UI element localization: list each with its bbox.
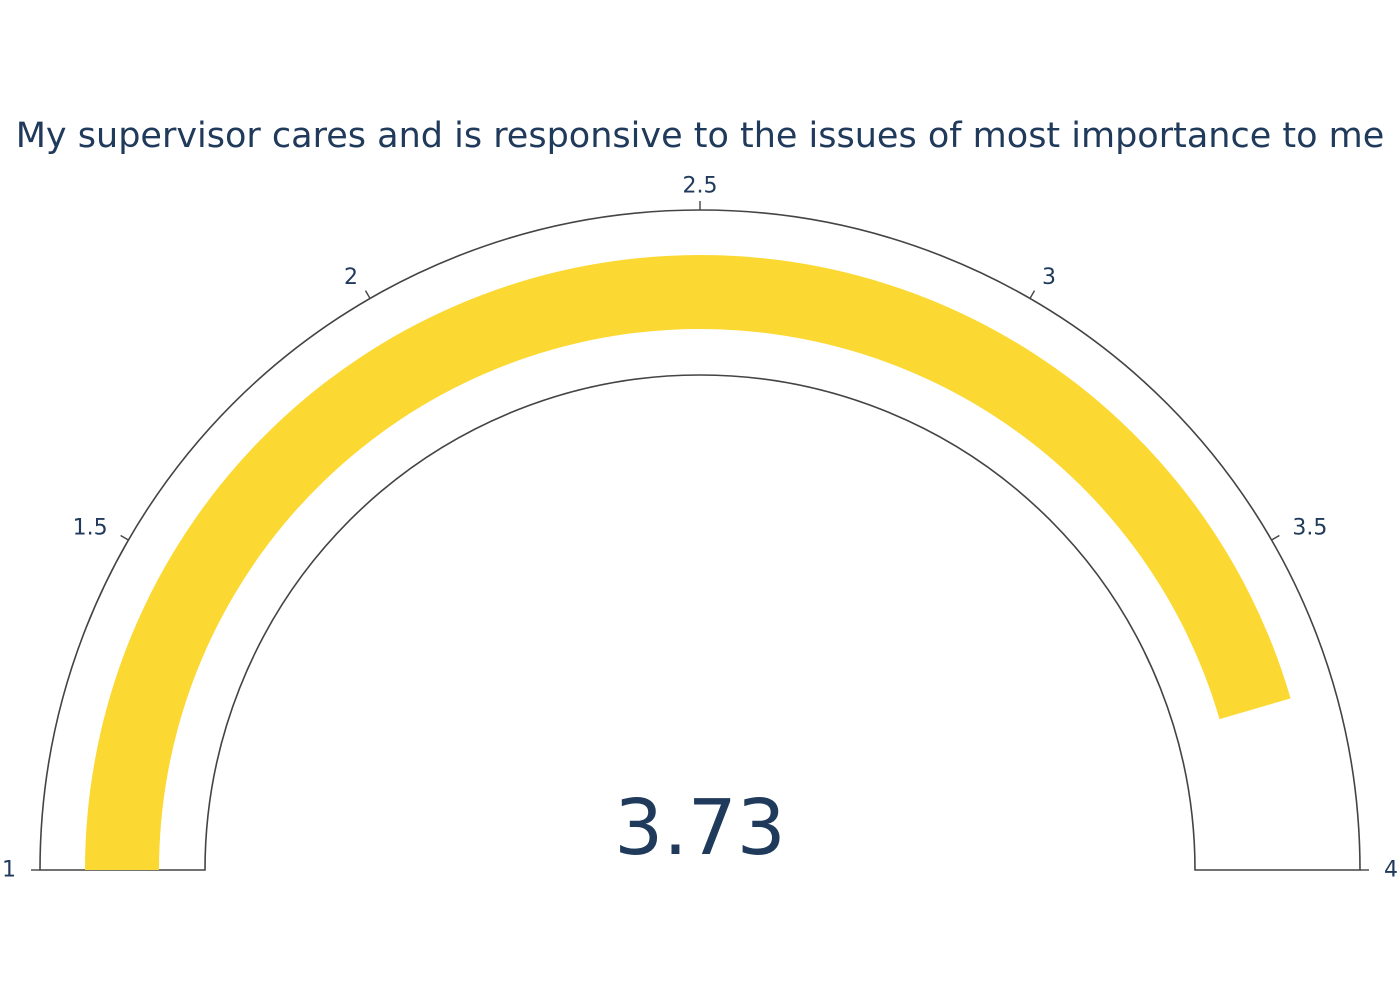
gauge-tick-mark — [1271, 534, 1280, 541]
gauge-value: 3.73 — [614, 784, 785, 873]
gauge-ticks: 1 1.5 2 2.5 3 3.5 4 — [2, 174, 1398, 883]
chart-title: My supervisor cares and is responsive to… — [16, 116, 1385, 156]
gauge-tick-label: 1.5 — [73, 516, 108, 541]
gauge-tick-mark — [364, 290, 371, 299]
gauge-tick-label: 4 — [1384, 858, 1398, 883]
gauge-tick-label: 1 — [2, 858, 16, 883]
gauge-tick-mark — [120, 534, 129, 541]
gauge-tick-label: 2.5 — [683, 174, 718, 199]
gauge-tick-label: 3 — [1042, 265, 1056, 290]
gauge-tick-label: 2 — [344, 265, 358, 290]
gauge-tick-label: 3.5 — [1292, 516, 1327, 541]
gauge-tick-mark — [1029, 290, 1036, 299]
gauge-value-bar — [85, 255, 1291, 870]
